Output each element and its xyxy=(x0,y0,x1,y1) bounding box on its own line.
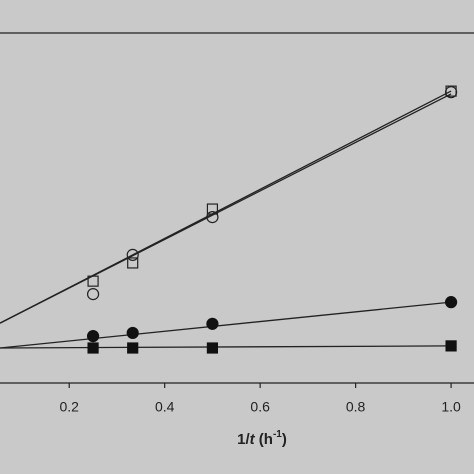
marker xyxy=(444,296,458,309)
marker xyxy=(445,340,457,352)
marker xyxy=(444,86,458,99)
x-axis-label: 1/t (h-1) xyxy=(237,429,287,448)
marker xyxy=(206,317,219,330)
marker xyxy=(87,275,99,287)
marker xyxy=(206,203,219,215)
marker xyxy=(206,211,219,224)
x-tick-label: 0.8 xyxy=(346,399,366,415)
fit-line xyxy=(0,93,452,324)
x-tick-label: 0.6 xyxy=(250,399,270,415)
marker xyxy=(86,330,100,343)
marker xyxy=(86,288,100,301)
x-tick-label: 0.2 xyxy=(59,399,79,415)
marker xyxy=(126,326,139,340)
marker xyxy=(126,248,139,261)
marker xyxy=(127,342,139,354)
marker xyxy=(206,342,219,354)
marker xyxy=(87,342,99,354)
x-tick-label: 0.4 xyxy=(155,399,175,415)
x-tick-label: 1.0 xyxy=(441,399,461,415)
fit-line xyxy=(0,345,452,349)
marker xyxy=(127,257,139,269)
fit-line xyxy=(0,301,452,349)
